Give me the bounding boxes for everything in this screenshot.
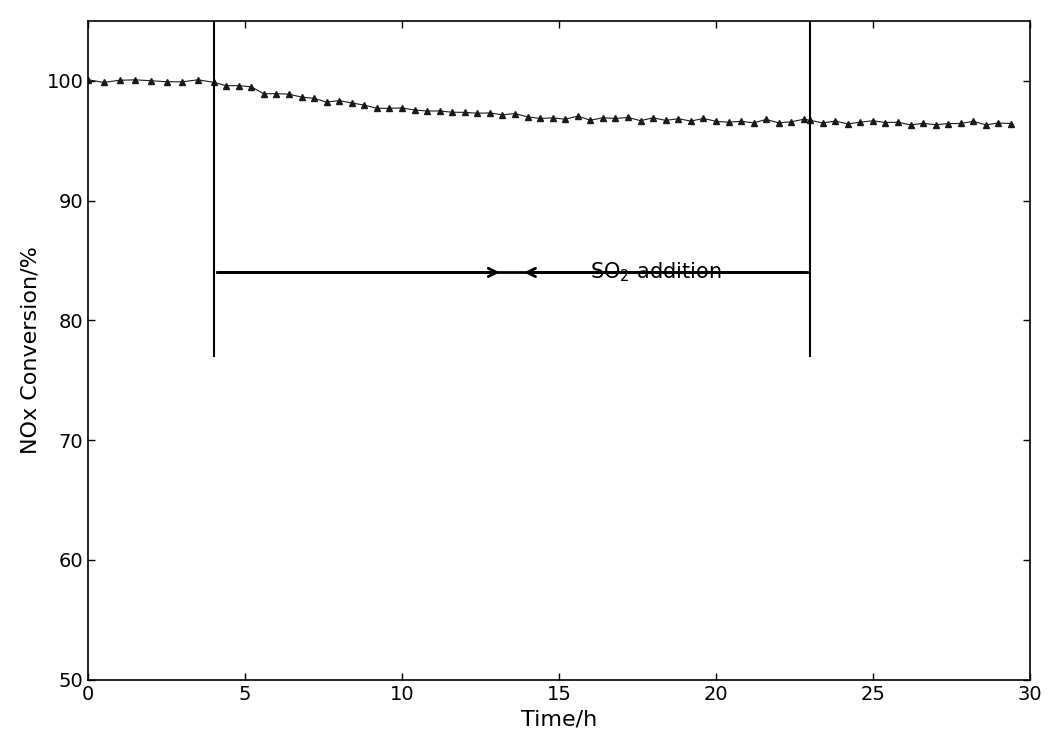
Text: SO$_2$ addition: SO$_2$ addition [590, 260, 722, 284]
X-axis label: Time/h: Time/h [521, 710, 597, 729]
Y-axis label: NOx Conversion/%: NOx Conversion/% [21, 246, 40, 454]
